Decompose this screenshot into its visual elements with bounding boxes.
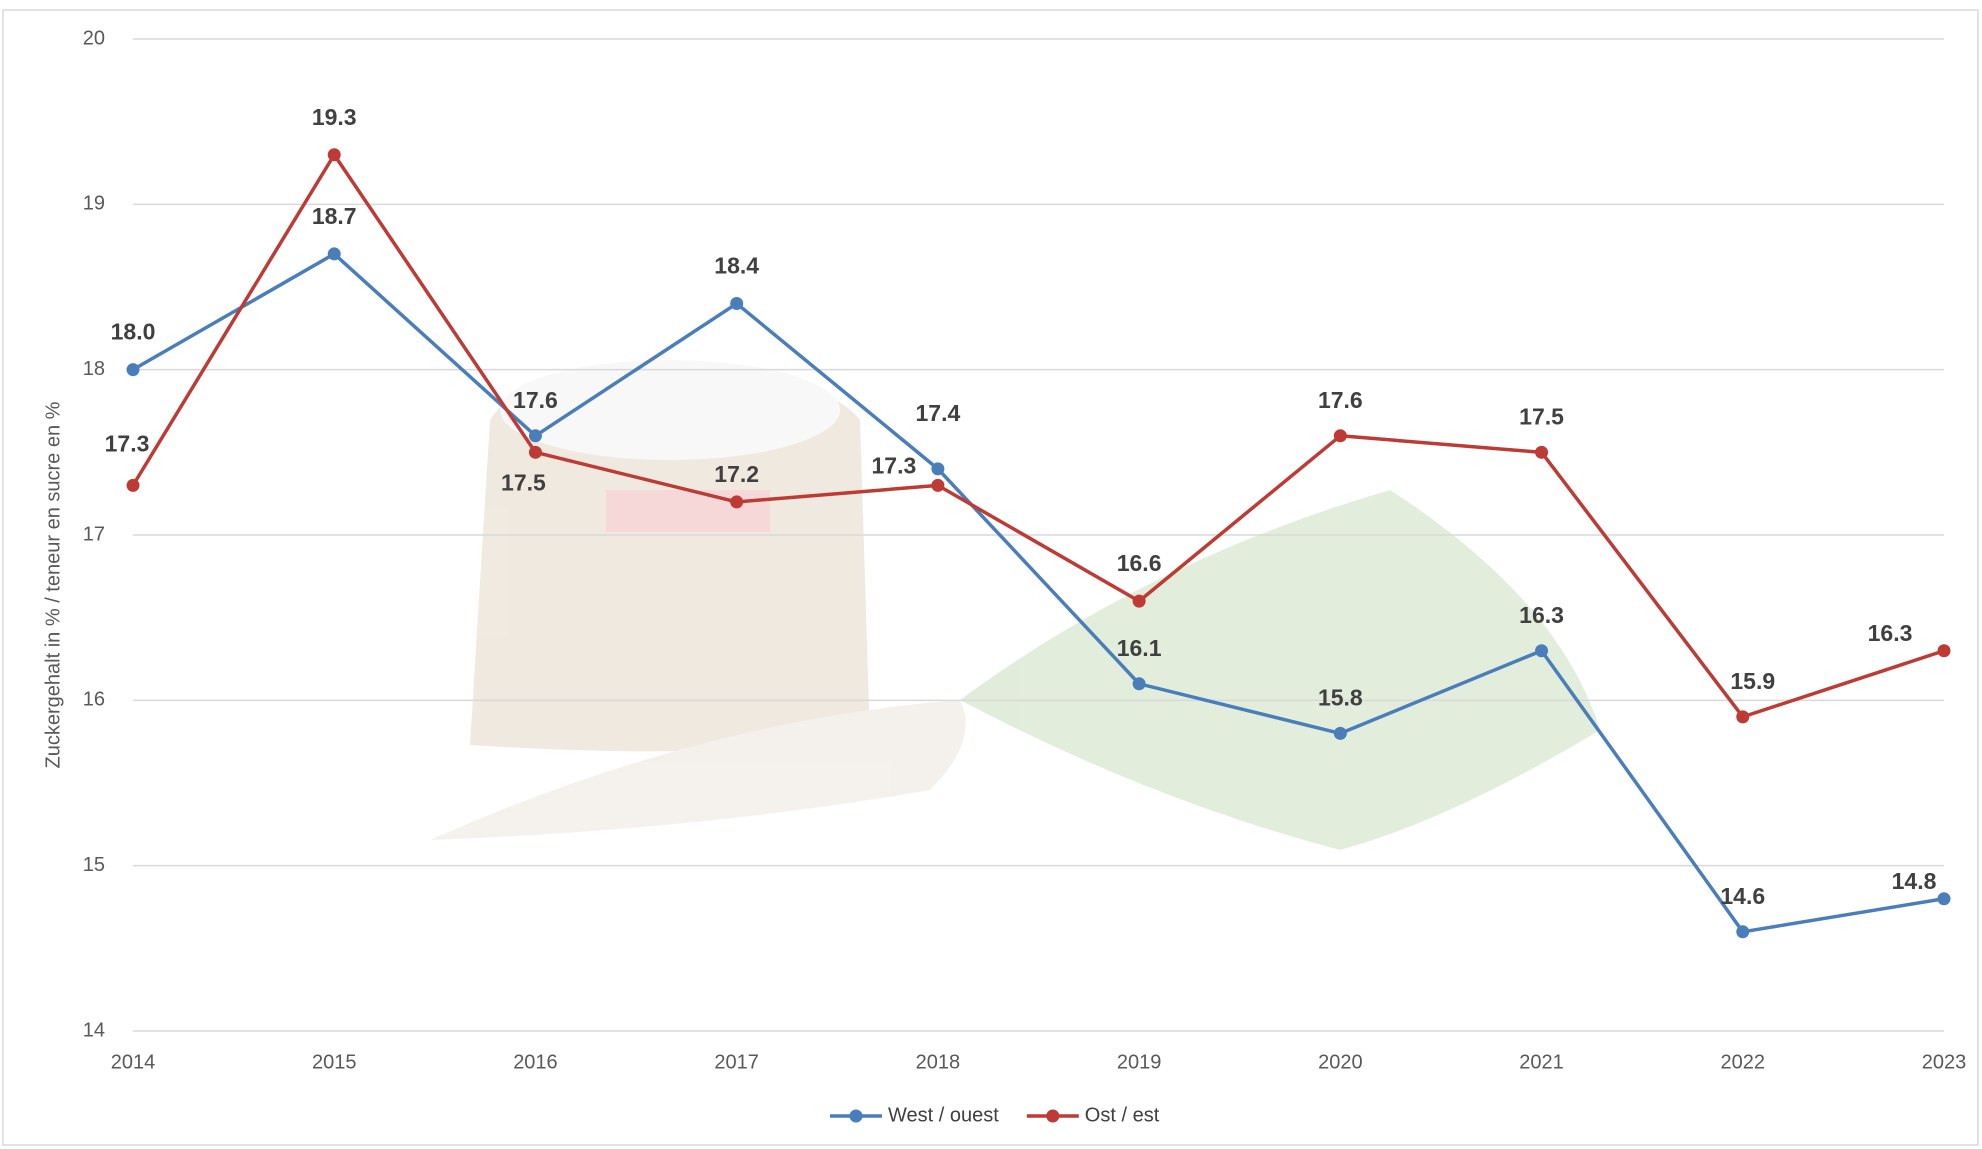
data-label: 18.7 [312,203,357,229]
data-point [730,297,744,311]
data-label: 14.8 [1892,868,1937,894]
data-label: 16.3 [1519,602,1564,628]
data-label: 18.0 [111,319,156,345]
data-point [1937,892,1951,906]
data-point [1333,726,1347,740]
data-point [1736,925,1750,939]
y-axis-label: Zuckergehalt in % / teneur en sucre en % [42,401,64,768]
data-point [1736,710,1750,724]
x-tick-label: 2018 [916,1051,961,1073]
data-point [327,148,341,162]
beet-leaves [960,490,1600,850]
data-label: 14.6 [1720,883,1765,909]
data-point [1333,429,1347,443]
legend-label: West / ouest [888,1104,999,1126]
data-point [730,495,744,509]
beet [430,700,966,840]
sack-label [606,490,770,532]
x-tick-label: 2020 [1318,1051,1363,1073]
data-label: 17.5 [501,469,546,495]
x-tick-label: 2017 [714,1051,759,1073]
y-tick-label: 16 [83,689,105,711]
data-point [931,478,945,492]
legend-label: Ost / est [1085,1104,1160,1126]
data-label: 16.3 [1868,620,1913,646]
data-point [126,478,140,492]
y-tick-label: 15 [83,854,105,876]
data-point [528,445,542,459]
data-label: 17.3 [105,430,150,456]
series-line [132,252,1945,934]
data-label: 15.8 [1318,684,1363,710]
data-point [1937,644,1951,658]
data-label: 17.5 [1519,403,1564,429]
x-tick-label: 2016 [513,1051,558,1073]
x-tick-label: 2023 [1922,1051,1967,1073]
data-point [1132,594,1146,608]
y-tick-label: 20 [83,27,105,49]
data-label: 17.3 [872,452,917,478]
data-point [1535,445,1549,459]
data-point [931,462,945,476]
data-label: 18.4 [714,253,759,279]
chart-frame [2,9,1979,1146]
sugar-sack [470,370,870,752]
sugar [500,360,840,460]
data-label: 17.2 [714,461,759,487]
data-label: 16.1 [1117,635,1162,661]
y-tick-label: 18 [83,358,105,380]
data-label: 17.6 [1318,387,1363,413]
y-tick-label: 14 [83,1019,105,1041]
series-line [131,152,1945,719]
x-tick-label: 2019 [1117,1051,1162,1073]
x-tick-label: 2015 [312,1051,357,1073]
data-label: 19.3 [312,104,357,130]
background-decoration [430,360,1600,850]
x-tick-label: 2021 [1519,1051,1564,1073]
data-point [1535,644,1549,658]
y-tick-label: 17 [83,523,105,545]
data-point [327,247,341,261]
data-label: 16.6 [1117,550,1162,576]
data-label: 17.4 [916,400,961,426]
x-tick-label: 2022 [1721,1051,1766,1073]
y-tick-label: 19 [83,193,105,215]
data-point [126,363,140,377]
data-point [1132,677,1146,691]
legend-marker [849,1109,863,1123]
x-tick-label: 2014 [111,1051,156,1073]
data-point [528,429,542,443]
data-label: 17.6 [513,387,558,413]
data-label: 15.9 [1730,668,1775,694]
legend-marker [1046,1109,1060,1123]
